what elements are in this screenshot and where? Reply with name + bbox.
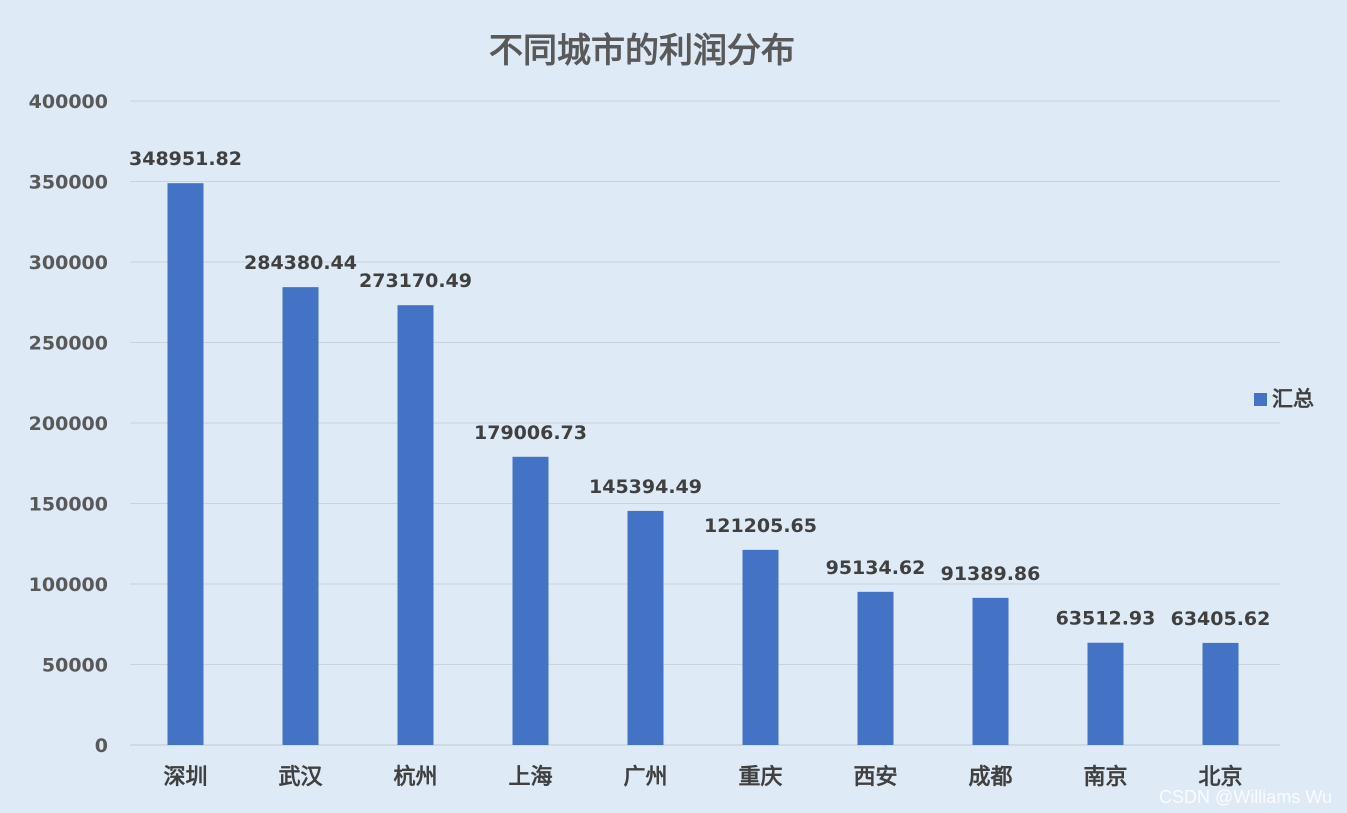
x-tick-label: 上海 xyxy=(508,764,552,790)
data-label: 63405.62 xyxy=(1171,608,1271,630)
watermark: CSDN @Williams Wu xyxy=(1159,787,1332,807)
x-tick-label: 北京 xyxy=(1198,764,1242,790)
x-tick-label: 深圳 xyxy=(163,765,207,790)
y-tick-label: 400000 xyxy=(29,91,108,113)
bar xyxy=(1087,642,1124,745)
data-label: 284380.44 xyxy=(244,252,357,274)
legend-label: 汇总 xyxy=(1272,387,1314,411)
data-label: 179006.73 xyxy=(474,422,587,444)
y-tick-label: 250000 xyxy=(29,333,108,355)
x-tick-label: 杭州 xyxy=(393,764,437,790)
x-tick-label: 武汉 xyxy=(278,765,323,790)
y-axis-ticks: 0 50000 100000 150000 200000 250000 300000 3500… xyxy=(29,91,108,757)
bar xyxy=(397,305,434,745)
legend: 汇总 xyxy=(1254,387,1314,411)
bar xyxy=(512,456,549,745)
x-tick-label: 广州 xyxy=(623,764,667,790)
y-tick-label: 150000 xyxy=(29,494,108,516)
bar xyxy=(282,287,319,745)
bar xyxy=(857,591,894,745)
bar xyxy=(1202,642,1239,745)
x-tick-label: 西安 xyxy=(853,764,897,790)
bar xyxy=(167,183,204,746)
y-tick-label: 300000 xyxy=(29,252,108,274)
data-label: 348951.82 xyxy=(129,148,242,170)
x-tick-label: 成都 xyxy=(968,765,1012,790)
bar xyxy=(972,597,1009,745)
bar xyxy=(627,510,664,745)
bars xyxy=(167,183,1239,746)
data-label: 91389.86 xyxy=(941,563,1041,585)
x-axis-ticks: 深圳 武汉 杭州 上海 广州 重庆 西安 成都 南京 北京 xyxy=(163,764,1242,790)
data-label: 121205.65 xyxy=(704,515,817,537)
y-tick-label: 50000 xyxy=(42,655,108,677)
x-tick-label: 南京 xyxy=(1083,764,1127,790)
chart-title: 不同城市的利润分布 xyxy=(489,31,795,71)
data-label: 95134.62 xyxy=(826,557,926,579)
data-label: 63512.93 xyxy=(1056,608,1156,630)
data-label: 145394.49 xyxy=(589,476,702,498)
y-tick-label: 100000 xyxy=(29,574,108,596)
bar xyxy=(742,549,779,745)
x-tick-label: 重庆 xyxy=(738,764,782,790)
legend-swatch xyxy=(1254,393,1267,406)
y-tick-label: 0 xyxy=(95,735,108,757)
y-tick-label: 200000 xyxy=(29,413,108,435)
y-tick-label: 350000 xyxy=(29,172,108,194)
data-label: 273170.49 xyxy=(359,270,472,292)
